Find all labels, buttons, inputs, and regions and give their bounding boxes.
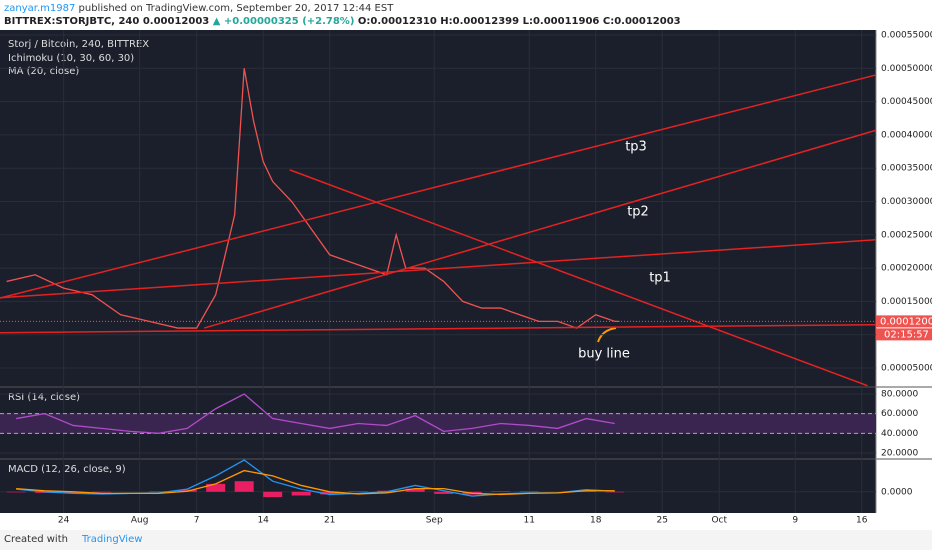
- countdown: 02:15:57: [884, 329, 929, 340]
- annotation: tp1: [649, 271, 671, 286]
- x-tick-label: Aug: [131, 516, 149, 526]
- last-price-label: 0.00012003: [880, 316, 932, 327]
- histogram-bar: [491, 491, 511, 492]
- header-line2: BITTREX:STORJBTC, 240 0.00012003 ▲ +0.00…: [4, 16, 681, 27]
- y-tick-label: 0.00045000: [881, 97, 932, 107]
- indicator: MA (20, close): [8, 66, 79, 77]
- last: 0.00012003: [143, 16, 209, 27]
- histogram-bar: [263, 491, 283, 498]
- rsi-title: RSI (14, close): [8, 392, 80, 403]
- footer-created: Created with: [4, 534, 68, 545]
- annotation: tp3: [625, 140, 647, 155]
- close: C:0.00012003: [603, 16, 681, 27]
- trendline: [204, 129, 877, 329]
- price-title: Storj / Bitcoin, 240, BITTREX: [8, 39, 149, 50]
- x-tick-label: 9: [792, 516, 798, 526]
- histogram-bar: [291, 491, 311, 496]
- x-tick-label: Oct: [711, 516, 727, 526]
- y-tick-label: 0.00005000: [881, 364, 932, 374]
- x-tick-label: 21: [324, 516, 335, 526]
- trendline: [0, 239, 877, 299]
- open: O:0.00012310: [358, 16, 437, 27]
- histogram-bar: [6, 491, 26, 493]
- annotation: tp2: [627, 205, 649, 220]
- histogram-bar: [320, 491, 340, 495]
- trendline: [0, 323, 877, 334]
- price-line: [6, 68, 620, 329]
- footer-brand[interactable]: TradingView: [81, 534, 142, 545]
- indicator: Ichimoku (10, 30, 60, 30): [8, 53, 134, 64]
- author[interactable]: zanyar.m1987: [4, 3, 75, 14]
- header-line1: zanyar.m1987 published on TradingView.co…: [4, 3, 394, 14]
- y-tick-label: 20.0000: [881, 448, 918, 458]
- x-tick-label: 14: [257, 516, 269, 526]
- histogram-bar: [348, 491, 368, 492]
- y-tick-label: 0.00035000: [881, 164, 932, 174]
- x-tick-label: 16: [856, 516, 868, 526]
- high: H:0.00012399: [440, 16, 519, 27]
- y-tick-label: 0.0000: [881, 487, 913, 497]
- y-tick-label: 0.00055000: [881, 30, 932, 40]
- price-line: [16, 393, 615, 434]
- y-tick-label: 0.00050000: [881, 64, 932, 74]
- histogram-bar: [63, 491, 83, 494]
- y-tick-label: 60.0000: [881, 409, 918, 419]
- low: L:0.00011906: [523, 16, 600, 27]
- y-tick-label: 0.00040000: [881, 130, 932, 140]
- histogram-bar: [206, 483, 226, 492]
- y-tick-label: 0.00015000: [881, 297, 932, 307]
- annotation: buy line: [578, 347, 630, 362]
- buy-arrow: [597, 327, 617, 343]
- change: ▲ +0.00000325 (+2.78%): [213, 16, 355, 27]
- y-tick-label: 80.0000: [881, 389, 918, 399]
- symbol: BITTREX:STORJBTC, 240: [4, 16, 139, 27]
- histogram-bar: [605, 491, 625, 493]
- x-tick-label: Sep: [426, 516, 443, 526]
- histogram-bar: [405, 488, 425, 492]
- histogram-bar: [434, 491, 454, 494]
- y-tick-label: 40.0000: [881, 429, 918, 439]
- macd-line: [16, 469, 615, 496]
- histogram-bar: [234, 481, 254, 492]
- published: published on TradingView.com, September …: [79, 3, 395, 14]
- y-tick-label: 0.00025000: [881, 230, 932, 240]
- histogram-bar: [149, 491, 169, 492]
- x-tick-label: 11: [523, 516, 534, 526]
- footer-bg: [0, 530, 932, 550]
- y-tick-label: 0.00030000: [881, 197, 932, 207]
- x-tick-label: 18: [590, 516, 602, 526]
- macd-title: MACD (12, 26, close, 9): [8, 464, 126, 475]
- trendline: [0, 74, 877, 299]
- last-price-box: [876, 315, 932, 328]
- histogram-bar: [92, 491, 112, 493]
- countdown-box: [876, 328, 932, 341]
- rsi-band: [0, 413, 876, 434]
- y-tick-label: 0.00020000: [881, 264, 932, 274]
- histogram-bar: [519, 491, 539, 492]
- x-tick-label: 24: [58, 516, 70, 526]
- trendline: [289, 169, 868, 387]
- x-tick-label: 7: [194, 516, 200, 526]
- panel-bg: [0, 30, 876, 513]
- x-tick-label: 25: [656, 516, 667, 526]
